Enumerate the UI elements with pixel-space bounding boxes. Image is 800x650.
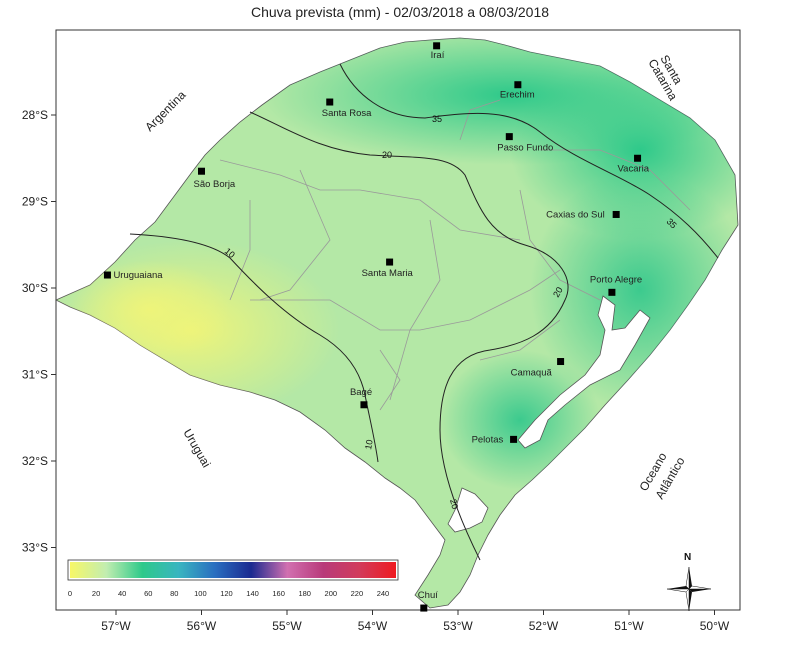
city-marker <box>634 154 642 162</box>
admin-boundaries <box>219 99 691 411</box>
lat-tick-label: 29°S <box>22 195 48 209</box>
city-label: Chuí <box>418 590 438 601</box>
lat-tick-label: 28°S <box>22 108 48 122</box>
city-uruguaiana: Uruguaiana <box>103 270 163 281</box>
state-area <box>55 37 739 609</box>
isoline-label-20-c: 20 <box>448 498 460 510</box>
north-label: N <box>684 552 691 563</box>
isoline-label-10-b: 10 <box>363 439 375 451</box>
legend-tick-label: 120 <box>220 589 233 598</box>
lat-tick-label: 30°S <box>22 281 48 295</box>
city-erechim: Erechim <box>500 81 535 101</box>
city-bage: Bagé <box>350 387 372 409</box>
legend-tick-label: 20 <box>92 589 100 598</box>
city-caxias-do-sul: Caxias do Sul <box>546 209 620 220</box>
legend-tick-label: 80 <box>170 589 178 598</box>
city-santa-rosa: Santa Rosa <box>322 98 372 119</box>
lagoa-mirim <box>447 487 489 533</box>
city-label: Camaquã <box>511 368 553 379</box>
lon-tick-label: 50°W <box>700 619 730 633</box>
legend-tick-label: 140 <box>246 589 259 598</box>
city-marker <box>612 210 620 218</box>
city-pelotas: Pelotas <box>472 434 518 445</box>
legend-tick-label: 200 <box>325 589 338 598</box>
city-marker <box>514 81 522 89</box>
lon-tick-label: 54°W <box>358 619 388 633</box>
city-chui: Chuí <box>418 590 438 612</box>
city-sao-borja: São Borja <box>194 167 236 190</box>
city-label: Erechim <box>500 90 535 101</box>
lon-tick-label: 53°W <box>443 619 473 633</box>
isoline-label-35: 35 <box>432 114 442 124</box>
isoline-20 <box>249 111 569 561</box>
legend-tick-label: 0 <box>68 589 72 598</box>
city-marker <box>420 604 428 612</box>
axes: 28°S 29°S 30°S 31°S 32°S 33°S 57°W 56°W 55°W 54°W… <box>22 108 730 633</box>
city-marker <box>326 98 334 106</box>
city-marker <box>386 258 394 266</box>
north-arrow: N <box>666 552 712 612</box>
city-marker <box>433 42 441 50</box>
legend-tick-label: 180 <box>298 589 311 598</box>
city-marker <box>360 401 368 409</box>
city-label: Bagé <box>350 387 372 398</box>
isoline-10 <box>129 233 379 463</box>
region-label-uruguai: Uruguai <box>180 427 213 470</box>
city-label: Porto Alegre <box>590 274 642 285</box>
city-marker <box>557 358 565 366</box>
city-label: São Borja <box>194 179 236 190</box>
lat-tick-label: 31°S <box>22 368 48 382</box>
legend-tick-label: 220 <box>351 589 364 598</box>
isoline-label-20-b: 20 <box>551 285 565 299</box>
city-label: Iraí <box>431 50 445 61</box>
city-label: Pelotas <box>472 434 504 445</box>
isoline-label-10: 10 <box>223 246 237 260</box>
lon-tick-label: 52°W <box>529 619 559 633</box>
legend-tick-label: 60 <box>144 589 152 598</box>
cities-layer: Iraí Erechim Santa Rosa Passo Fundo Vacaria S… <box>103 42 650 612</box>
isoline-label-20: 20 <box>382 150 392 160</box>
lon-tick-label: 56°W <box>187 619 217 633</box>
legend-tick-label: 240 <box>377 589 390 598</box>
lat-tick-label: 32°S <box>22 454 48 468</box>
city-label: Vacaria <box>618 163 650 174</box>
lon-tick-label: 57°W <box>101 619 131 633</box>
city-label: Passo Fundo <box>497 143 553 154</box>
lagoa-dos-patos <box>517 295 651 449</box>
city-marker <box>198 167 205 175</box>
isolines <box>129 63 719 561</box>
legend: 0 20 40 60 80 100 120 140 160 180 200 220 240 <box>67 559 399 598</box>
lon-tick-label: 51°W <box>614 619 644 633</box>
legend-tick-label: 100 <box>194 589 207 598</box>
city-porto-alegre: Porto Alegre <box>590 274 642 296</box>
legend-colorbar <box>70 562 396 578</box>
city-marker <box>505 133 513 141</box>
city-passo-fundo: Passo Fundo <box>497 133 553 154</box>
city-vacaria: Vacaria <box>618 154 650 174</box>
city-irai: Iraí <box>431 42 445 61</box>
lon-tick-label: 55°W <box>272 619 302 633</box>
plot-frame <box>55 29 741 611</box>
city-label: Caxias do Sul <box>546 209 605 220</box>
city-label: Uruguaiana <box>113 270 163 281</box>
city-label: Santa Maria <box>362 268 414 279</box>
city-marker <box>608 288 616 296</box>
city-marker <box>510 435 518 443</box>
compass-icon <box>666 566 712 612</box>
city-label: Santa Rosa <box>322 108 372 119</box>
lat-tick-label: 33°S <box>22 541 48 555</box>
region-label-argentina: Argentina <box>142 88 188 134</box>
legend-tick-label: 160 <box>272 589 285 598</box>
map-title: Chuva prevista (mm) - 02/03/2018 a 08/03… <box>250 4 550 20</box>
legend-tick-label: 40 <box>118 589 126 598</box>
legend-ticks: 0 20 40 60 80 100 120 140 160 180 200 220 240 <box>68 589 389 598</box>
city-santa-maria: Santa Maria <box>362 258 414 279</box>
isoline-35 <box>339 63 719 259</box>
city-camaqua: Camaquã <box>511 358 565 379</box>
city-marker <box>103 271 111 279</box>
